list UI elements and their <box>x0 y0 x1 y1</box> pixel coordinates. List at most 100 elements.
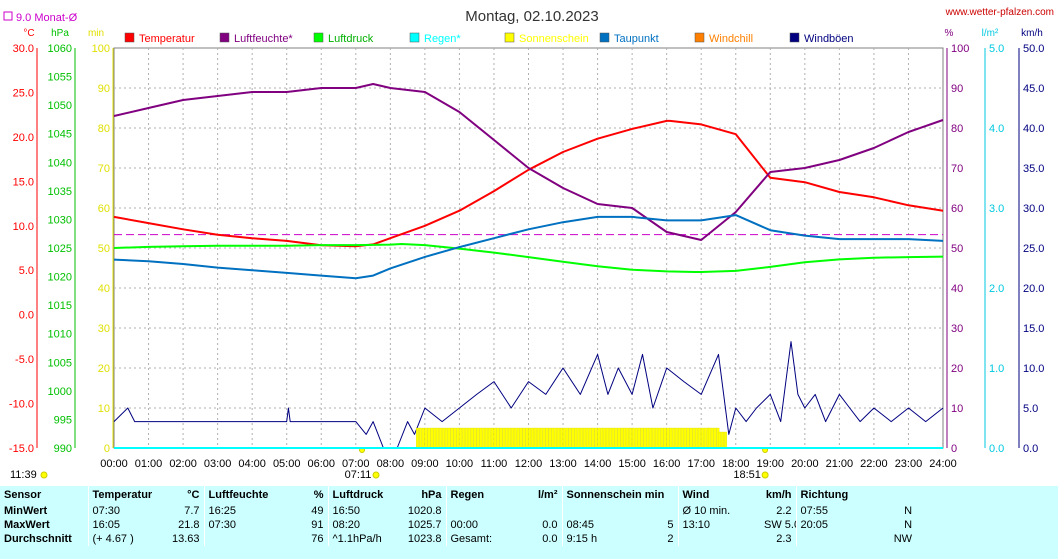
cell: Gesamt: <box>445 532 512 546</box>
sunshine-bar <box>683 427 687 449</box>
sunshine-bar <box>459 427 463 449</box>
cell: Ø 10 min. <box>677 504 761 518</box>
sunshine-bar <box>467 427 471 449</box>
sunshine-bar <box>571 427 575 449</box>
sunshine-bar <box>574 427 578 449</box>
humidity-axis-tick: 80 <box>951 123 963 135</box>
pressure-axis-tick: 1040 <box>48 157 72 169</box>
sunshine-bar <box>686 427 690 449</box>
cell <box>677 532 761 546</box>
sunshine-bar <box>508 427 511 449</box>
legend-item: Taupunkt <box>599 32 659 45</box>
sunshine-bar <box>646 427 650 449</box>
wind-axis-tick: 20.0 <box>1023 283 1044 295</box>
sunshine-bar <box>643 427 647 449</box>
sunshine-bar <box>583 427 586 449</box>
legend-label: Luftfeuchte* <box>234 33 293 45</box>
legend-label: Temperatur <box>139 33 195 45</box>
cell: N <box>904 505 913 517</box>
sunshine-bar <box>562 427 566 449</box>
cell: 07:30 <box>87 504 168 518</box>
x-tick: 11:00 <box>481 458 508 470</box>
sunshine-bar <box>675 427 678 449</box>
cell <box>203 532 290 546</box>
x-tick: 14:00 <box>584 458 612 470</box>
sunshine-bar <box>631 427 635 449</box>
x-tick: 12:00 <box>515 458 543 470</box>
sunshine-bar <box>548 427 552 449</box>
sunshine-bar <box>441 427 445 449</box>
sunshine-bar <box>522 427 526 449</box>
humidity-axis-tick: 60 <box>951 203 963 215</box>
x-tick: 07:00 <box>342 458 370 470</box>
legend-item: Regen* <box>409 32 461 45</box>
sunshine-bar <box>611 427 615 449</box>
legend-swatch <box>313 32 324 43</box>
rain-axis-tick: 5.0 <box>989 43 1004 55</box>
pressure-axis-tick: 1030 <box>48 214 72 226</box>
sunshine-bar <box>724 431 727 449</box>
cell <box>795 532 867 546</box>
sunshine-bar <box>568 427 572 449</box>
sunshine-bar <box>551 427 555 449</box>
pressure-axis-tick: 1035 <box>48 186 72 198</box>
legend-item: Sonnenschein <box>504 32 589 45</box>
legend-swatch <box>694 32 705 43</box>
sunshine-bar <box>669 427 673 449</box>
sunshine-bar <box>660 427 664 449</box>
sunshine-bar <box>519 427 523 449</box>
hdr-regen: Regen <box>445 486 512 504</box>
chart-axes: 30.0 25.0 20.0 15.0 10.0 5.0 0.0 -5.0 -10.0 -15.0… <box>3 11 1044 481</box>
series-temperatur <box>113 119 944 248</box>
sunshine-bar <box>600 427 604 449</box>
sunshine-bar <box>591 427 595 449</box>
pressure-axis-tick: 1050 <box>48 100 72 112</box>
row-label: Durchschnitt <box>4 533 72 545</box>
sunshine-bar <box>465 427 468 449</box>
x-tick: 10:00 <box>446 458 474 470</box>
sun-axis-tick: 40 <box>98 283 110 295</box>
sunshine-bar <box>444 427 448 449</box>
pressure-axis-unit: hPa <box>51 28 69 39</box>
site-link[interactable]: www.wetter-pfalzen.com <box>945 7 1054 18</box>
x-tick: 18:00 <box>722 458 750 470</box>
sunshine-bar <box>516 427 520 449</box>
sunshine-bar <box>565 427 569 449</box>
sunshine-bar <box>436 427 440 449</box>
wind-axis-tick: 50.0 <box>1023 43 1044 55</box>
sunshine-bar <box>447 427 451 449</box>
temp-axis-tick: -15.0 <box>9 443 34 455</box>
temp-axis-tick: 25.0 <box>13 87 34 99</box>
rain-axis: 5.0 4.0 3.0 2.0 1.0 0.0 l/m² <box>982 28 1005 455</box>
sunshine-bar <box>439 427 442 449</box>
x-tick: 09:00 <box>411 458 439 470</box>
cell <box>561 504 650 518</box>
sunshine-bar <box>680 427 684 449</box>
sunshine-bar <box>614 427 618 449</box>
sun-axis-tick: 20 <box>98 363 110 375</box>
legend-label: Windchill <box>709 33 753 45</box>
sun-axis-tick: 50 <box>98 243 110 255</box>
humidity-axis-tick: 40 <box>951 283 963 295</box>
sunshine-bar <box>718 431 722 449</box>
sunshine-bar <box>462 427 465 449</box>
cell: 16:25 <box>203 504 290 518</box>
sunshine-bar <box>502 427 506 449</box>
cell: (+ 4.67 ) <box>87 532 168 546</box>
legend-item: Luftdruck <box>313 32 374 45</box>
series-luftdruck <box>113 243 944 273</box>
sunshine-bar <box>560 427 563 449</box>
sunshine-bar <box>606 427 609 449</box>
sunshine-bar <box>721 431 724 449</box>
rain-axis-unit: l/m² <box>982 28 999 39</box>
sunshine-bar <box>713 427 717 449</box>
sunshine-bar <box>499 427 503 449</box>
chart-title: Montag, 02.10.2023 <box>465 8 598 25</box>
cell: 13:10 <box>677 518 761 532</box>
legend-swatch <box>599 32 610 43</box>
sunshine-bar <box>597 427 601 449</box>
row-label: MinWert <box>4 505 48 517</box>
x-tick: 21:00 <box>826 458 854 470</box>
cell: ^1.1hPa/h <box>327 532 400 546</box>
